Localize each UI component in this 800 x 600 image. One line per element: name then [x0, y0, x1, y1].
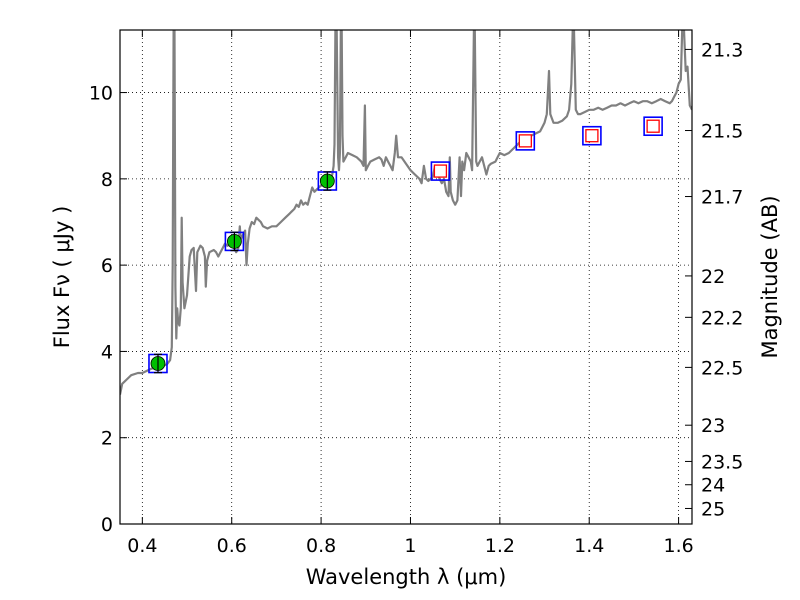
x-tick-label: 0.4	[127, 535, 157, 557]
photometry-point-open	[585, 129, 599, 143]
y2-tick-label: 23.5	[701, 451, 743, 473]
x-tick-label: 1	[404, 535, 416, 557]
x-tick-label: 0.6	[217, 535, 247, 557]
y-tick-label: 2	[101, 428, 113, 450]
photometry-box	[582, 125, 602, 146]
y2-tick-label: 22	[701, 266, 725, 288]
y2-tick-label: 22.2	[701, 307, 743, 329]
x-tick-label: 1.4	[574, 535, 604, 557]
y2-tick-label: 21.7	[701, 187, 743, 209]
y2-tick-label: 25	[701, 498, 725, 520]
x-tick-label: 0.8	[306, 535, 336, 557]
photometry-box	[643, 116, 663, 137]
x-tick-label: 1.2	[485, 535, 515, 557]
y-tick-label: 10	[89, 83, 113, 105]
y-tick-label: 8	[101, 169, 113, 191]
y2-tick-label: 21.3	[701, 39, 743, 61]
y2-tick-label: 21.5	[701, 121, 743, 143]
photometry-point-open	[518, 134, 532, 148]
photometry-box	[430, 161, 451, 181]
y2-tick-label: 23	[701, 415, 725, 437]
photometry-point-open	[433, 164, 448, 178]
y2-tick-label: 24	[701, 475, 725, 497]
photometry-point-open	[646, 119, 660, 133]
y-tick-label: 6	[101, 255, 113, 277]
series-layer	[120, 30, 692, 395]
axis-ticks: 0.4 0.6 0.8 1 1.2 1.4 1.6024681021.321.521.722…	[89, 30, 743, 557]
y-tick-label: 4	[101, 341, 113, 363]
y2-axis-label: Magnitude (AB)	[758, 195, 782, 358]
plot-frame	[119, 29, 693, 525]
photometry-box	[515, 131, 536, 151]
y-tick-label: 0	[101, 514, 113, 536]
spectrum-line	[120, 30, 692, 395]
y-axis-label: Flux Fν ( μJy )	[50, 206, 74, 349]
x-tick-label: 1.6	[663, 535, 693, 557]
x-axis-label: Wavelength λ (μm)	[306, 565, 507, 589]
photometry-markers	[148, 116, 663, 374]
y2-tick-label: 22.5	[701, 357, 743, 379]
